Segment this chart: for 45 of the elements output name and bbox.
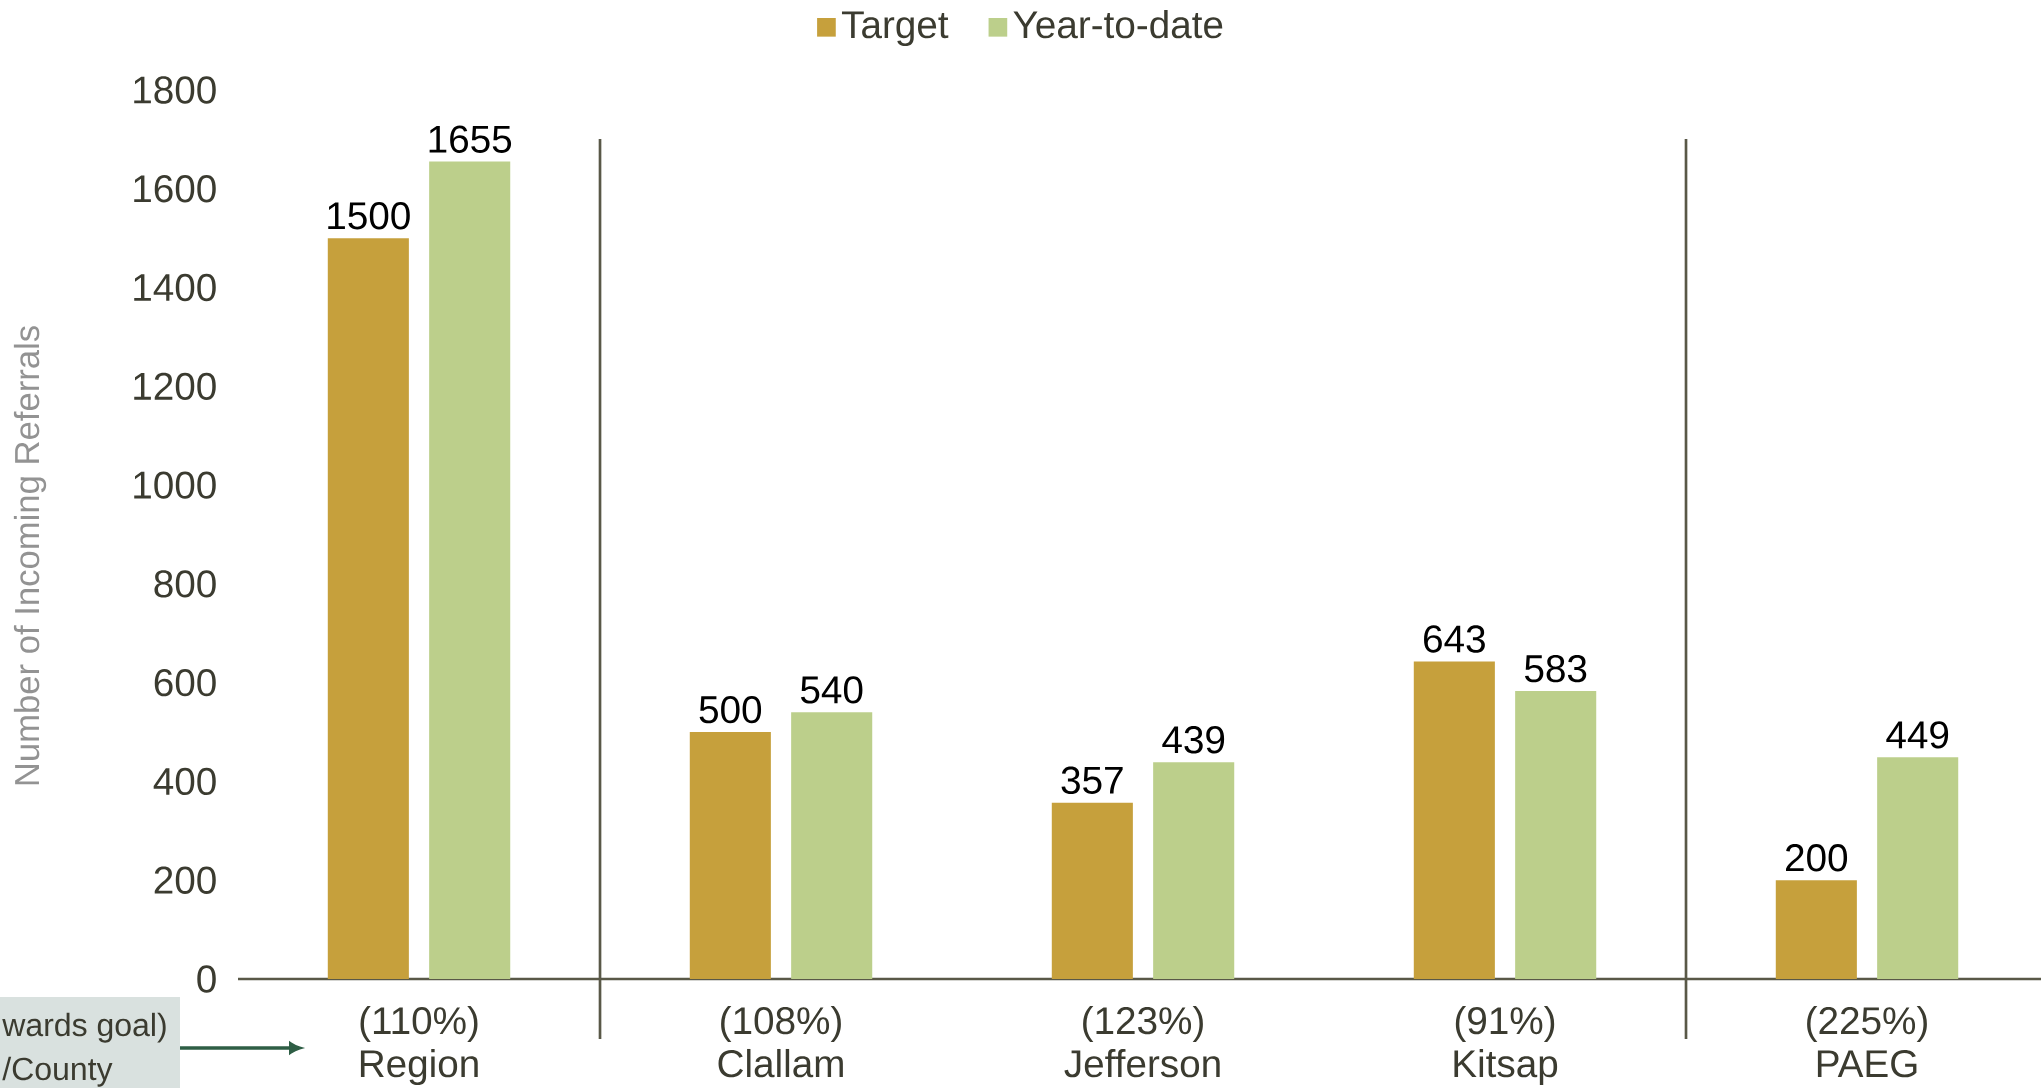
text: (91%)	[1455, 1005, 1555, 1042]
data-label: 200	[1786, 844, 1848, 872]
y-tick-label: 400	[153, 767, 216, 796]
legend-label: Target	[841, 11, 949, 47]
text: (225%)	[1807, 1005, 1927, 1042]
text: (110%)	[360, 1005, 478, 1042]
data-label: 1655	[429, 125, 512, 153]
bar	[429, 161, 511, 979]
data-label: 439	[1162, 726, 1225, 754]
y-tick-label: 1600	[134, 175, 216, 203]
text: /County	[2, 1056, 113, 1087]
bar	[1153, 762, 1235, 979]
data-label: 1500	[328, 202, 410, 230]
data-label: 449	[1886, 721, 1949, 749]
y-tick-label: 0	[197, 965, 216, 993]
y-tick-label: 800	[154, 570, 216, 598]
text: (108%)	[721, 1005, 841, 1042]
x-tick-label: PAEG	[1817, 1049, 1917, 1078]
y-tick-label: 1000	[134, 471, 216, 499]
data-label: 500	[699, 695, 762, 724]
y-axis-title: Number of Incoming Referrals	[13, 326, 47, 785]
y-tick-label: 1800	[134, 76, 216, 104]
x-tick-label: Kitsap	[1454, 1048, 1558, 1086]
x-tick-label: Clallam	[718, 1048, 843, 1078]
y-tick-label: 1200	[134, 372, 216, 401]
data-label: 357	[1061, 766, 1123, 794]
bar	[1051, 802, 1133, 979]
bar	[1515, 691, 1597, 979]
bar	[1775, 880, 1857, 979]
data-label: 643	[1424, 625, 1485, 653]
x-tick-label: Region	[360, 1048, 478, 1086]
text: (123%)	[1083, 1005, 1203, 1042]
bar	[689, 732, 771, 979]
y-tick-label: 1400	[134, 273, 216, 302]
bar	[1877, 757, 1959, 979]
bar	[1413, 661, 1495, 979]
bar	[791, 712, 873, 979]
bar	[327, 238, 409, 979]
text: wards goal)	[2, 1012, 166, 1043]
data-label: 583	[1524, 654, 1587, 683]
legend-label: Year-to-date	[1013, 9, 1223, 39]
y-tick-label: 600	[154, 668, 216, 697]
y-tick-label: 200	[154, 866, 216, 894]
x-tick-label: Jefferson	[1064, 1049, 1220, 1078]
data-label: 540	[800, 676, 863, 704]
